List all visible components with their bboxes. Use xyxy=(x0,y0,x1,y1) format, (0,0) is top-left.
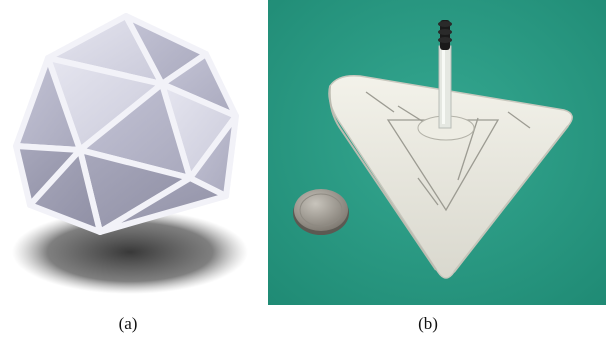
silicone-actuator xyxy=(328,74,573,279)
icosahedron-image xyxy=(12,13,248,294)
icosahedron xyxy=(13,13,239,235)
panel-b-actuator-photo xyxy=(268,0,606,305)
panel-a-icosahedron-render xyxy=(0,0,256,305)
cast-shadow xyxy=(12,210,248,294)
coin-scale-reference xyxy=(293,189,349,235)
caption-a: (a) xyxy=(118,314,138,333)
pneumatic-tube xyxy=(438,20,452,129)
caption-b: (b) xyxy=(418,314,438,333)
actuator-photo xyxy=(268,0,606,305)
